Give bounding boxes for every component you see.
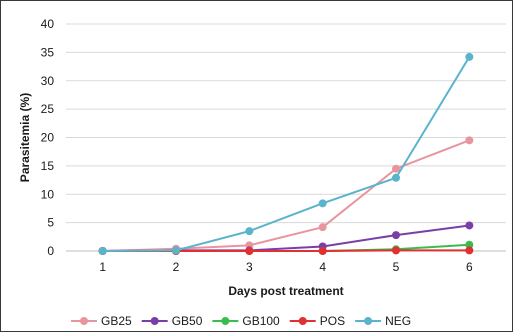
legend-swatch-marker-POS	[298, 317, 307, 325]
legend-label-NEG: NEG	[385, 314, 411, 328]
y-tick-label-0: 0	[47, 244, 54, 258]
legend-item-NEG: NEG	[355, 314, 411, 328]
legend-swatch-marker-GB25	[80, 317, 88, 325]
y-tick-label-3: 15	[41, 159, 55, 173]
legend-item-GB100: GB100	[212, 314, 280, 328]
y-tick-label-8: 40	[41, 17, 55, 31]
y-tick-label-2: 10	[41, 187, 55, 201]
x-axis-title: Days post treatment	[228, 284, 343, 298]
gridlines	[66, 23, 506, 224]
x-tick-labels: 1 2 3 4 5 6	[99, 260, 473, 274]
data-point-NEG-2	[172, 246, 180, 255]
legend-swatch-marker-NEG	[364, 317, 373, 325]
data-point-GB100-6	[465, 240, 474, 249]
y-tick-label-1: 5	[47, 216, 54, 230]
data-point-NEG-3	[245, 227, 254, 236]
legend-label-GB100: GB100	[242, 314, 280, 328]
legend-swatch-marker-GB100	[221, 317, 230, 325]
series-line-NEG	[102, 56, 471, 252]
series-layer	[98, 52, 474, 255]
data-point-GB25-6	[465, 136, 474, 145]
data-point-NEG-6	[465, 52, 474, 61]
series-line-GB25	[102, 139, 470, 252]
legend: GB25 GB50 GB100 POS NEG	[71, 314, 411, 328]
legend-item-GB25: GB25	[71, 314, 132, 328]
x-tick-label-3: 4	[319, 260, 326, 274]
data-point-NEG-1	[98, 247, 107, 255]
x-tick-label-5: 6	[466, 260, 473, 274]
legend-swatch-marker-GB50	[150, 317, 159, 325]
data-point-NEG-5	[392, 173, 400, 182]
data-point-GB50-6	[465, 221, 474, 230]
data-point-GB25-5	[392, 164, 400, 173]
x-tick-label-4: 5	[393, 260, 400, 274]
data-point-POS-6	[465, 246, 474, 255]
y-tick-labels: 0 5 10 15 20 25 30 35 40	[41, 17, 55, 258]
legend-item-POS: POS	[289, 314, 345, 328]
data-point-POS-3	[245, 247, 254, 255]
series-NEG	[98, 52, 474, 255]
x-tick-label-2: 3	[246, 260, 253, 274]
series-GB25	[98, 136, 474, 255]
legend-item-GB50: GB50	[141, 314, 203, 328]
data-point-POS-5	[392, 246, 400, 255]
data-point-POS-4	[318, 247, 327, 255]
y-tick-label-5: 25	[41, 102, 55, 116]
legend-label-GB50: GB50	[172, 314, 203, 328]
y-tick-label-4: 20	[41, 131, 55, 145]
data-point-GB50-5	[392, 231, 400, 240]
legend-label-POS: POS	[320, 314, 345, 328]
x-tick-label-0: 1	[99, 260, 106, 274]
y-tick-label-6: 30	[41, 74, 55, 88]
legend-label-GB25: GB25	[101, 314, 132, 328]
data-point-NEG-4	[318, 199, 327, 208]
data-point-GB25-4	[318, 223, 327, 232]
y-axis-title: Parasitemia (%)	[18, 93, 32, 182]
x-tick-label-1: 2	[173, 260, 180, 274]
y-tick-label-7: 35	[41, 45, 55, 59]
